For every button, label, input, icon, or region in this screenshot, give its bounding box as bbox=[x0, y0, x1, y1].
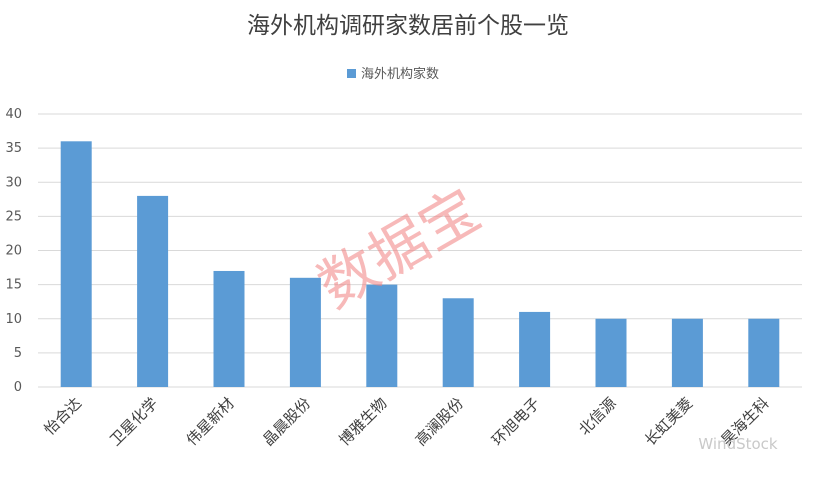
x-tick-label: 环旭电子 bbox=[488, 394, 543, 449]
bar-晶晨股份 bbox=[289, 277, 321, 387]
y-axis-ticks: 0 5 10 15 20 25 30 35 40 bbox=[5, 107, 22, 395]
bars bbox=[60, 141, 780, 387]
x-tick-label: 卫星化学 bbox=[106, 394, 161, 449]
y-tick-label: 35 bbox=[5, 141, 22, 156]
y-tick-label: 5 bbox=[14, 346, 22, 361]
bar-长虹美菱 bbox=[671, 318, 703, 387]
x-tick-label: 北信源 bbox=[575, 394, 620, 439]
y-tick-label: 30 bbox=[5, 175, 22, 190]
bar-伟星新材 bbox=[213, 270, 245, 387]
legend: 海外机构家数 bbox=[347, 66, 439, 82]
legend-label: 海外机构家数 bbox=[361, 66, 439, 82]
y-tick-label: 10 bbox=[5, 312, 22, 327]
y-tick-label: 25 bbox=[5, 209, 22, 224]
y-tick-label: 20 bbox=[5, 244, 22, 259]
legend-swatch bbox=[347, 69, 356, 78]
bar-北信源 bbox=[595, 318, 627, 387]
watermark-windstock: WindStock bbox=[698, 435, 778, 453]
x-tick-label: 博雅生物 bbox=[335, 394, 390, 449]
chart-title: 海外机构调研家数居前个股一览 bbox=[247, 13, 569, 39]
x-tick-label: 伟星新材 bbox=[183, 394, 238, 449]
x-axis-labels: 怡合达 卫星化学 伟星新材 晶晨股份 博雅生物 高澜股份 环旭电子 北信源 长虹美菱 昊海生科 bbox=[40, 394, 772, 449]
x-tick-label: 长虹美菱 bbox=[641, 394, 696, 449]
bar-高澜股份 bbox=[442, 298, 474, 387]
bar-昊海生科 bbox=[748, 318, 780, 387]
x-tick-label: 高澜股份 bbox=[412, 394, 467, 449]
bar-卫星化学 bbox=[137, 195, 169, 387]
bar-环旭电子 bbox=[519, 311, 551, 387]
y-tick-label: 0 bbox=[14, 380, 22, 395]
bar-博雅生物 bbox=[366, 284, 398, 387]
x-tick-label: 怡合达 bbox=[40, 394, 85, 439]
x-tick-label: 晶晨股份 bbox=[259, 394, 314, 449]
y-tick-label: 15 bbox=[5, 278, 22, 293]
y-tick-label: 40 bbox=[5, 107, 22, 122]
bar-怡合达 bbox=[60, 141, 92, 387]
